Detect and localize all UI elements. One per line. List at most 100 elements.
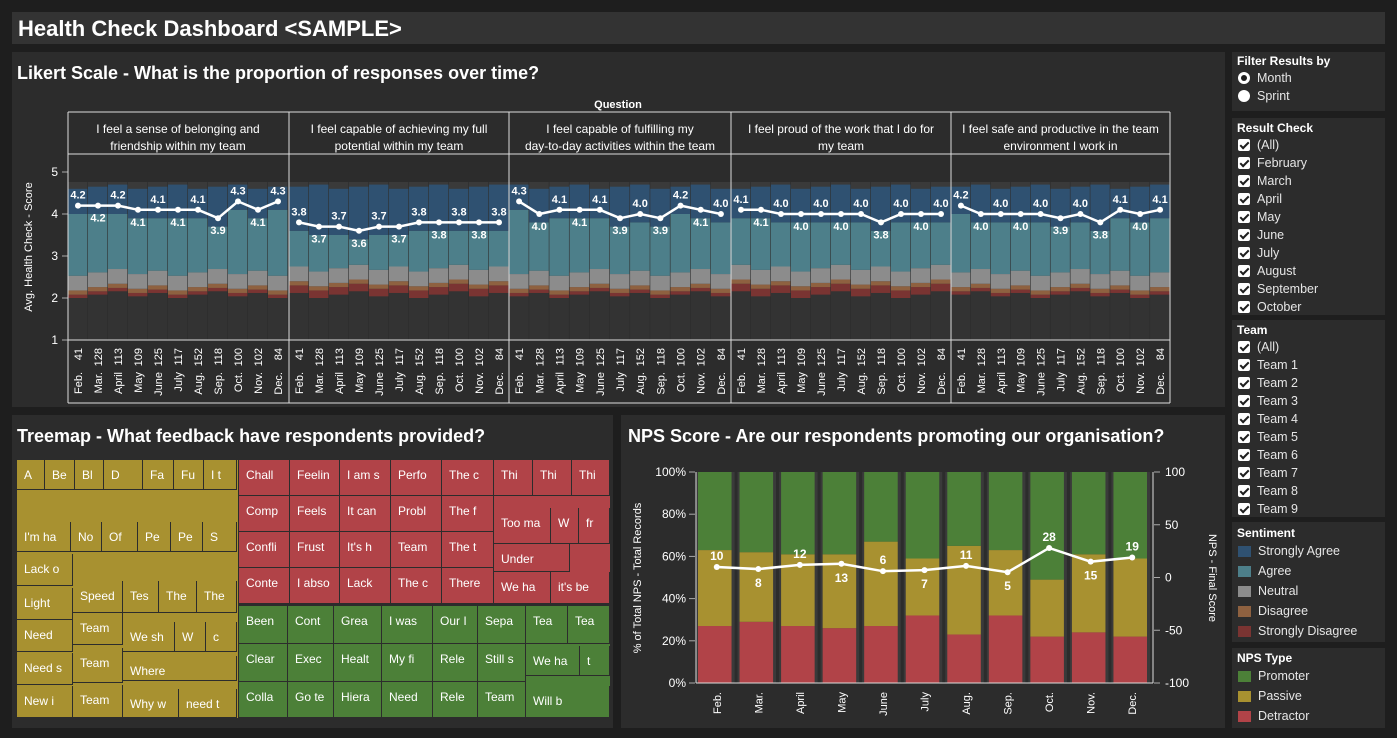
treemap-cell-detractor[interactable]: The c — [391, 568, 442, 604]
result-check-checkbox[interactable]: April — [1238, 190, 1282, 208]
treemap-cell-detractor[interactable]: it's be — [551, 572, 610, 604]
treemap-cell-promoter[interactable]: Hiera — [334, 682, 382, 718]
treemap-cell-passive[interactable]: Team — [73, 685, 123, 718]
treemap-cell-passive[interactable]: Pe — [171, 522, 203, 552]
treemap-cell-promoter[interactable]: Cont — [288, 606, 334, 644]
treemap-cell-passive[interactable]: need t — [179, 689, 237, 718]
treemap-cell-detractor[interactable]: The f — [442, 496, 494, 532]
treemap-cell-detractor[interactable]: The c — [442, 460, 494, 496]
treemap-cell-passive[interactable]: D — [104, 460, 143, 490]
treemap-cell-passive[interactable]: A — [17, 460, 45, 490]
treemap-cell-passive[interactable]: Need s — [17, 653, 73, 685]
treemap-cell-passive[interactable]: Why w — [123, 689, 179, 718]
treemap-cell-promoter[interactable]: Healt — [334, 644, 382, 682]
treemap-cell-detractor[interactable]: Too ma — [494, 508, 551, 544]
team-checkbox[interactable]: Team 7 — [1238, 464, 1298, 482]
treemap-cell-detractor[interactable]: We ha — [494, 572, 551, 604]
treemap-cell-promoter[interactable]: Team — [478, 682, 526, 718]
treemap-cell-passive[interactable]: Tes — [123, 581, 159, 613]
treemap-cell-passive[interactable]: S — [203, 522, 237, 552]
treemap-cell-passive[interactable]: We sh — [123, 622, 175, 652]
treemap-cell-passive[interactable]: The — [159, 581, 197, 613]
treemap-cell-detractor[interactable]: It can — [340, 496, 391, 532]
team-checkbox[interactable]: Team 8 — [1238, 482, 1298, 500]
treemap-cell-promoter[interactable]: Need — [382, 682, 433, 718]
treemap-cell-detractor[interactable]: I am s — [340, 460, 391, 496]
treemap-cell-detractor[interactable]: Confli — [239, 532, 290, 568]
treemap-cell-passive[interactable]: Need — [17, 620, 73, 652]
treemap-cell-detractor[interactable]: Chall — [239, 460, 290, 496]
treemap-cell-detractor[interactable]: Thi — [572, 460, 610, 496]
result-check-checkbox[interactable]: March — [1238, 172, 1292, 190]
result-check-checkbox[interactable]: September — [1238, 280, 1318, 298]
treemap-cell-detractor[interactable]: I abso — [290, 568, 340, 604]
treemap-cell-promoter[interactable]: Will b — [526, 686, 610, 718]
result-check-checkbox[interactable]: June — [1238, 226, 1284, 244]
team-checkbox[interactable]: Team 3 — [1238, 392, 1298, 410]
result-check-checkbox[interactable]: July — [1238, 244, 1279, 262]
treemap-cell-promoter[interactable]: Clear — [239, 644, 288, 682]
treemap-cell-promoter[interactable]: t — [580, 646, 610, 676]
treemap-cell-promoter[interactable]: Rele — [433, 644, 478, 682]
treemap-cell-passive[interactable]: Be — [45, 460, 75, 490]
treemap-cell-promoter[interactable]: Sepa — [478, 606, 526, 644]
treemap-cell-promoter[interactable]: Tea — [568, 606, 610, 644]
treemap-cell-passive[interactable]: c — [206, 622, 237, 652]
treemap-cell-passive[interactable]: Of — [102, 522, 138, 552]
treemap-cell-passive[interactable]: Pe — [138, 522, 171, 552]
team-checkbox[interactable]: Team 6 — [1238, 446, 1298, 464]
treemap-cell-passive[interactable]: Where — [123, 656, 237, 681]
treemap-cell-detractor[interactable]: Under — [494, 544, 570, 572]
team-checkbox[interactable]: Team 5 — [1238, 428, 1298, 446]
treemap-cell-promoter[interactable]: Our I — [433, 606, 478, 644]
treemap-cell-detractor[interactable]: There — [442, 568, 494, 604]
treemap-cell-passive[interactable]: W — [175, 622, 206, 652]
result-check-checkbox[interactable]: August — [1238, 262, 1296, 280]
treemap-cell-promoter[interactable]: Still s — [478, 644, 526, 682]
treemap-cell-promoter[interactable]: Been — [239, 606, 288, 644]
treemap-cell-detractor[interactable]: W — [551, 508, 579, 544]
treemap-cell-passive[interactable]: I t — [204, 460, 237, 490]
filter-radio-month[interactable]: Month — [1238, 69, 1292, 87]
treemap-cell-detractor[interactable]: Team — [391, 532, 442, 568]
team-checkbox[interactable]: Team 9 — [1238, 500, 1298, 518]
treemap-cell-detractor[interactable]: The t — [442, 532, 494, 568]
treemap-cell-detractor[interactable]: Comp — [239, 496, 290, 532]
treemap-cell-detractor[interactable]: It's h — [340, 532, 391, 568]
treemap-cell-promoter[interactable]: My fi — [382, 644, 433, 682]
result-check-checkbox[interactable]: May — [1238, 208, 1281, 226]
treemap-cell-detractor[interactable]: Probl — [391, 496, 442, 532]
treemap-cell-promoter[interactable]: We ha — [526, 646, 580, 676]
treemap-cell-passive[interactable]: Team — [73, 613, 123, 645]
treemap-cell-detractor[interactable]: Feelin — [290, 460, 340, 496]
treemap-cell-passive[interactable]: Fu — [174, 460, 204, 490]
filter-radio-sprint[interactable]: Sprint — [1238, 87, 1290, 105]
treemap-cell-promoter[interactable]: Colla — [239, 682, 288, 718]
treemap-cell-passive[interactable]: Bl — [75, 460, 104, 490]
treemap-cell-detractor[interactable]: Frust — [290, 532, 340, 568]
treemap-cell-passive[interactable]: Speed — [73, 581, 123, 613]
treemap-cell-passive[interactable]: The — [197, 581, 237, 613]
treemap-cell-detractor[interactable]: fr — [579, 508, 610, 544]
result-check-checkbox[interactable]: October — [1238, 298, 1301, 316]
treemap-cell-detractor[interactable]: Lack — [340, 568, 391, 604]
treemap-cell-detractor[interactable]: Thi — [494, 460, 533, 496]
treemap-cell-detractor[interactable]: Conte — [239, 568, 290, 604]
treemap-cell-detractor[interactable]: Feels — [290, 496, 340, 532]
treemap-cell-passive[interactable]: I'm ha — [17, 522, 71, 552]
treemap-cell-promoter[interactable]: Go te — [288, 682, 334, 718]
treemap-cell-promoter[interactable]: I was — [382, 606, 433, 644]
treemap-cell-passive[interactable]: Lack o — [17, 554, 73, 586]
treemap-cell-promoter[interactable]: Grea — [334, 606, 382, 644]
treemap-cell-passive[interactable]: New i — [17, 686, 73, 718]
team-checkbox[interactable]: Team 2 — [1238, 374, 1298, 392]
treemap-cell-promoter[interactable]: Rele — [433, 682, 478, 718]
treemap-cell-detractor[interactable]: Perfo — [391, 460, 442, 496]
treemap-cell-detractor[interactable]: Thi — [533, 460, 572, 496]
treemap-cell-promoter[interactable]: Exec — [288, 644, 334, 682]
treemap-cell-passive[interactable]: No — [71, 522, 102, 552]
treemap-cell-passive[interactable]: Fa — [143, 460, 174, 490]
treemap-cell-passive[interactable]: Team — [73, 648, 123, 683]
treemap-cell-promoter[interactable]: Tea — [526, 606, 568, 644]
treemap-cell-passive[interactable]: Light — [17, 588, 73, 620]
